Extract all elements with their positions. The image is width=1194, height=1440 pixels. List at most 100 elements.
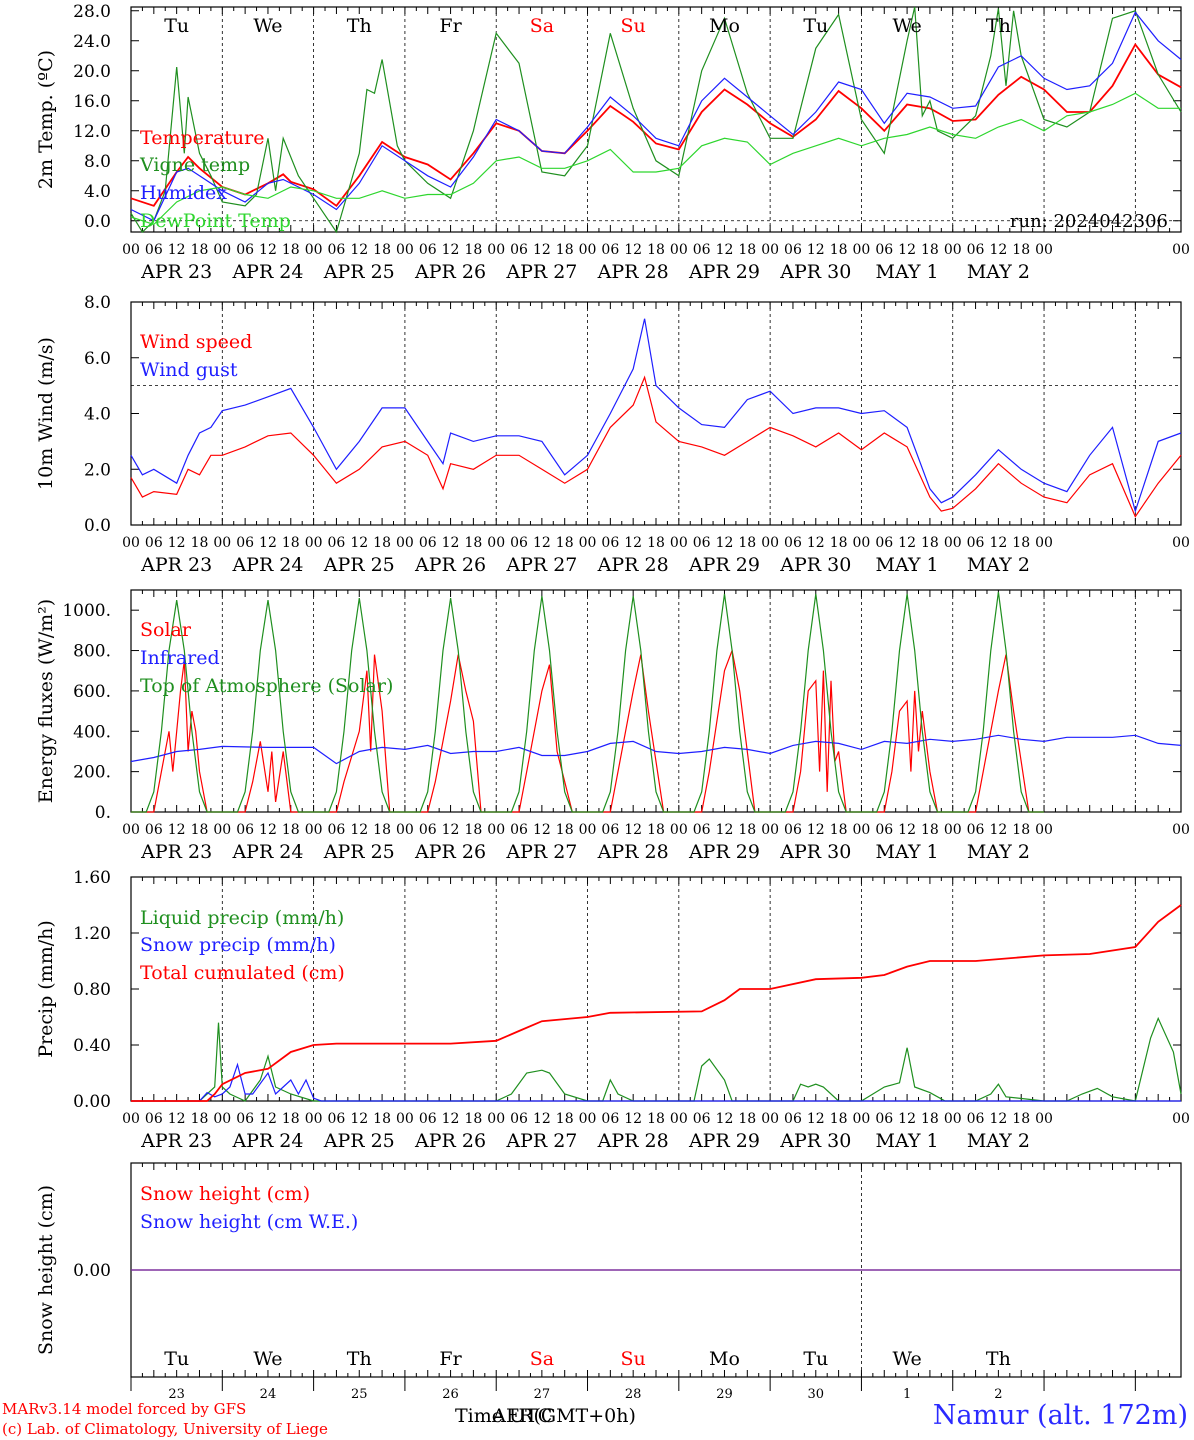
hour-tick-label: 06 xyxy=(601,822,619,838)
hour-tick-label: 00 xyxy=(305,242,323,258)
hour-tick-label: 12 xyxy=(259,822,277,838)
hour-tick-label: 00 xyxy=(487,1111,505,1127)
y-tick-label: 0. xyxy=(95,803,111,823)
hour-tick-label: 00 xyxy=(761,822,779,838)
legend-entry: Wind speed xyxy=(140,331,252,353)
hour-tick-label: 12 xyxy=(716,242,734,258)
legend-entry: DewPoint Temp xyxy=(140,210,291,232)
date-label: MAY 2 xyxy=(967,261,1030,283)
day-number-label: 2 xyxy=(994,1387,1002,1400)
hour-tick-label: 00 xyxy=(579,535,597,551)
hour-tick-label: 12 xyxy=(442,242,460,258)
hour-tick-label: 18 xyxy=(373,822,391,838)
hour-tick-label: 00 xyxy=(396,1111,414,1127)
hour-tick-label: 18 xyxy=(282,822,300,838)
hour-tick-label: 18 xyxy=(282,535,300,551)
hour-tick-label: 18 xyxy=(647,822,665,838)
hour-tick-label: 06 xyxy=(967,1111,985,1127)
hour-tick-label: 06 xyxy=(784,242,802,258)
hour-tick-label: 18 xyxy=(921,242,939,258)
hour-tick-label: 06 xyxy=(693,242,711,258)
hour-tick-label: 12 xyxy=(989,1111,1007,1127)
weekday-label: Tu xyxy=(803,15,828,37)
hour-tick-label: 00 xyxy=(396,242,414,258)
hour-tick-label: 12 xyxy=(533,242,551,258)
hour-tick-label: 12 xyxy=(989,242,1007,258)
hour-tick-label: 18 xyxy=(1012,822,1030,838)
hour-tick-label: 12 xyxy=(716,535,734,551)
legend-entry: Snow height (cm) xyxy=(140,1183,310,1205)
y-tick-label: 1.60 xyxy=(73,868,111,888)
panel-3 xyxy=(130,589,1182,813)
day-number-label: 1 xyxy=(903,1387,911,1400)
legend-entry: Total cumulated (cm) xyxy=(140,962,345,984)
plot-frame xyxy=(130,6,1182,233)
series-line xyxy=(131,648,1044,813)
y-tick-label: 24.0 xyxy=(73,32,111,52)
hour-tick-label: 06 xyxy=(510,535,528,551)
hour-tick-label: 18 xyxy=(738,822,756,838)
hour-tick-label: 00 xyxy=(670,822,688,838)
y-tick-label: 0.00 xyxy=(73,1092,111,1112)
hour-tick-label: 00 xyxy=(579,1111,597,1127)
hour-tick-label: 00 xyxy=(1035,1111,1053,1127)
hour-tick-label: 06 xyxy=(236,1111,254,1127)
time-label-utc: Time UTC xyxy=(455,1405,553,1427)
hour-tick-label: 06 xyxy=(875,535,893,551)
hour-tick-label: 12 xyxy=(624,1111,642,1127)
hour-tick-label: 18 xyxy=(830,242,848,258)
hour-tick-label: 18 xyxy=(282,242,300,258)
date-label: APR 29 xyxy=(688,841,760,863)
y-tick-label: 200. xyxy=(73,763,111,783)
hour-tick-label: 18 xyxy=(738,1111,756,1127)
hour-tick-label: 18 xyxy=(830,1111,848,1127)
hour-tick-label: 06 xyxy=(875,1111,893,1127)
hour-tick-label: 00 xyxy=(1172,822,1190,838)
date-label: APR 25 xyxy=(323,261,395,283)
hour-tick-label: 12 xyxy=(807,822,825,838)
hour-tick-label: 18 xyxy=(1012,535,1030,551)
hour-tick-label: 00 xyxy=(670,242,688,258)
hour-tick-label: 18 xyxy=(464,242,482,258)
hour-tick-label: 06 xyxy=(875,822,893,838)
hour-tick-label: 12 xyxy=(533,535,551,551)
hour-tick-label: 00 xyxy=(122,535,140,551)
hour-tick-label: 06 xyxy=(145,1111,163,1127)
meteogram: 0.04.08.012.016.020.024.028.02m Temp. (º… xyxy=(35,2,1190,1400)
hour-tick-label: 00 xyxy=(305,822,323,838)
hour-tick-label: 00 xyxy=(1172,1111,1190,1127)
hour-tick-label: 18 xyxy=(556,242,574,258)
y-tick-label: 600. xyxy=(73,682,111,702)
date-label: APR 30 xyxy=(779,554,851,576)
y-axis-label: 2m Temp. (ºC) xyxy=(35,50,57,189)
y-tick-label: 0.40 xyxy=(73,1036,111,1056)
plot-frame xyxy=(130,301,1182,526)
hour-tick-label: 12 xyxy=(807,535,825,551)
hour-tick-label: 06 xyxy=(601,1111,619,1127)
hour-tick-label: 12 xyxy=(168,1111,186,1127)
y-tick-label: 8.0 xyxy=(84,152,111,172)
date-label: APR 27 xyxy=(505,554,577,576)
hour-tick-label: 00 xyxy=(122,1111,140,1127)
day-number-label: 30 xyxy=(808,1387,825,1400)
weekday-label: We xyxy=(253,15,282,37)
date-label: APR 23 xyxy=(140,261,212,283)
date-label: APR 29 xyxy=(688,1130,760,1152)
panel-4 xyxy=(130,876,1182,1102)
y-tick-label: 28.0 xyxy=(73,2,111,22)
hour-tick-label: 18 xyxy=(738,242,756,258)
y-tick-label: 4.0 xyxy=(84,405,111,425)
date-label: MAY 2 xyxy=(967,1130,1030,1152)
hour-tick-label: 06 xyxy=(419,1111,437,1127)
time-label-local: AFR(GMT+0h) xyxy=(492,1405,636,1427)
hour-tick-label: 00 xyxy=(122,242,140,258)
y-tick-label: 0.0 xyxy=(84,212,111,232)
hour-tick-label: 18 xyxy=(921,822,939,838)
hour-tick-label: 06 xyxy=(236,822,254,838)
series-line xyxy=(130,92,1181,226)
hour-tick-label: 18 xyxy=(373,535,391,551)
y-tick-label: 400. xyxy=(73,722,111,742)
hour-tick-label: 12 xyxy=(898,535,916,551)
date-label: APR 23 xyxy=(140,1130,212,1152)
date-label: APR 26 xyxy=(414,261,486,283)
